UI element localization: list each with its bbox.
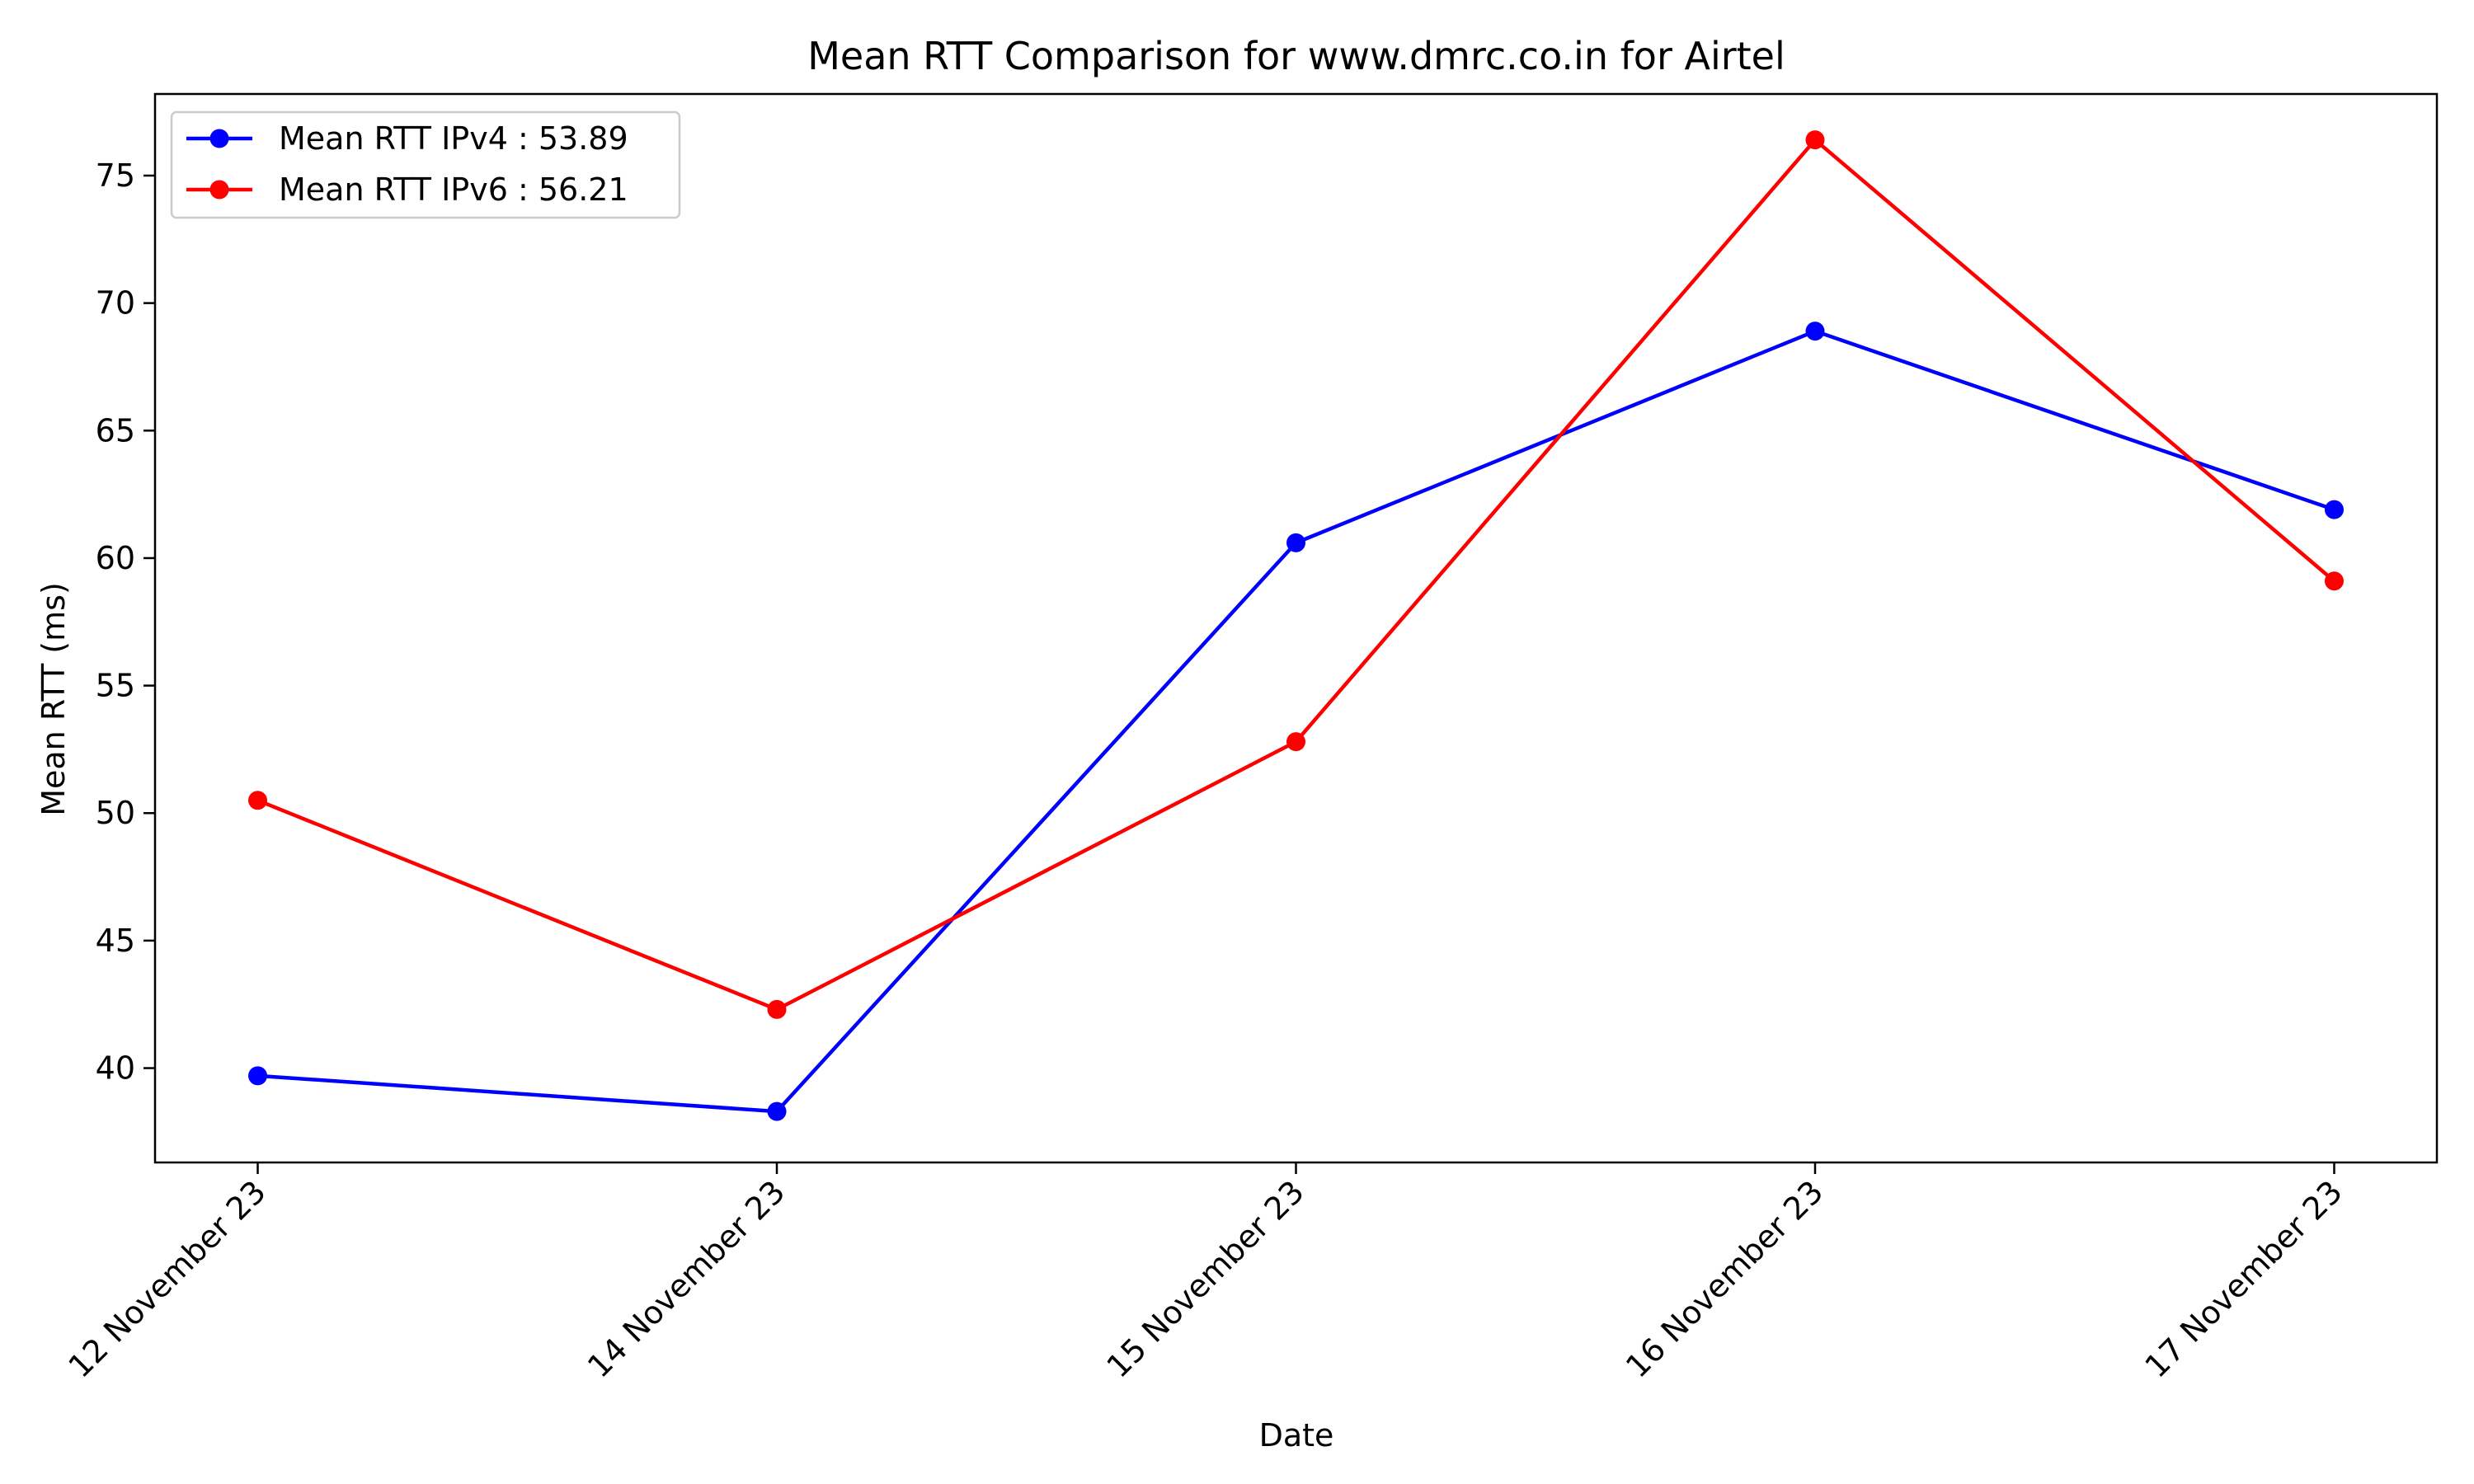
y-tick-label: 75 xyxy=(96,157,135,194)
y-tick-label: 60 xyxy=(96,540,135,576)
legend-items: Mean RTT IPv4 : 53.89 Mean RTT IPv6 : 56.… xyxy=(186,120,628,208)
data-point xyxy=(767,1101,787,1121)
x-axis-title: Date xyxy=(1259,1417,1334,1453)
data-point xyxy=(248,791,268,810)
y-tick-label: 50 xyxy=(96,795,135,831)
data-point xyxy=(1286,732,1305,752)
y-axis: 40 45 50 55 60 65 70 75 xyxy=(96,157,155,1087)
y-axis-title: Mean RTT (ms) xyxy=(35,582,72,816)
legend-label: Mean RTT IPv4 : 53.89 xyxy=(279,120,628,157)
series-layer xyxy=(248,130,2344,1121)
y-tick-label: 45 xyxy=(96,923,135,959)
legend-marker xyxy=(209,129,229,148)
data-point xyxy=(767,999,787,1019)
data-point xyxy=(1805,322,1825,341)
legend: Mean RTT IPv4 : 53.89 Mean RTT IPv6 : 56.… xyxy=(170,110,681,219)
legend-item: Mean RTT IPv4 : 53.89 xyxy=(186,120,628,157)
series-1 xyxy=(248,322,2344,1121)
data-point xyxy=(1286,533,1305,552)
y-tick-label: 65 xyxy=(96,412,135,448)
data-point xyxy=(2324,571,2344,591)
chart-title: Mean RTT Comparison for www.dmrc.co.in f… xyxy=(807,34,1785,78)
y-tick-label: 55 xyxy=(96,668,135,704)
legend-item: Mean RTT IPv6 : 56.21 xyxy=(186,171,628,208)
y-tick-label: 70 xyxy=(96,285,135,322)
plot-area xyxy=(155,94,2437,1162)
legend-label: Mean RTT IPv6 : 56.21 xyxy=(279,171,628,208)
data-point xyxy=(248,1066,268,1086)
data-point xyxy=(1805,130,1825,150)
legend-marker xyxy=(209,180,229,200)
legend-box xyxy=(170,110,681,219)
y-tick-label: 40 xyxy=(96,1050,135,1087)
data-point xyxy=(2324,500,2344,519)
series-2 xyxy=(248,130,2344,1019)
